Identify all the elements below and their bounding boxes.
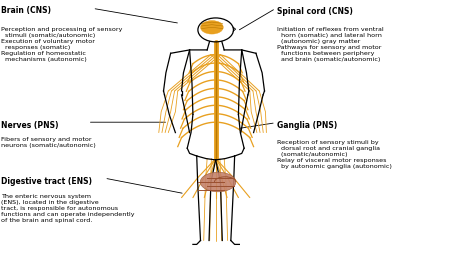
Text: Spinal cord (CNS): Spinal cord (CNS) [277, 6, 353, 16]
Text: Fibers of sensory and motor
neurons (somatic/autonomic): Fibers of sensory and motor neurons (som… [1, 136, 96, 147]
Text: Nerves (PNS): Nerves (PNS) [1, 121, 58, 130]
Text: Ganglia (PNS): Ganglia (PNS) [277, 121, 337, 130]
Text: Initiation of reflexes from ventral
  horn (somatic) and lateral horn
  (autonom: Initiation of reflexes from ventral horn… [277, 27, 384, 62]
Text: The enteric nervous system
(ENS), located in the digestive
tract, is responsible: The enteric nervous system (ENS), locate… [1, 194, 135, 223]
Text: Reception of sensory stimuli by
  dorsal root and cranial ganglia
  (somatic/aut: Reception of sensory stimuli by dorsal r… [277, 140, 392, 170]
Text: Perception and processing of sensory
  stimuli (somatic/autonomic)
Execution of : Perception and processing of sensory sti… [1, 27, 122, 62]
Text: Brain (CNS): Brain (CNS) [1, 6, 51, 16]
Text: Digestive tract (ENS): Digestive tract (ENS) [1, 177, 92, 186]
Ellipse shape [201, 21, 223, 34]
Ellipse shape [200, 172, 236, 192]
